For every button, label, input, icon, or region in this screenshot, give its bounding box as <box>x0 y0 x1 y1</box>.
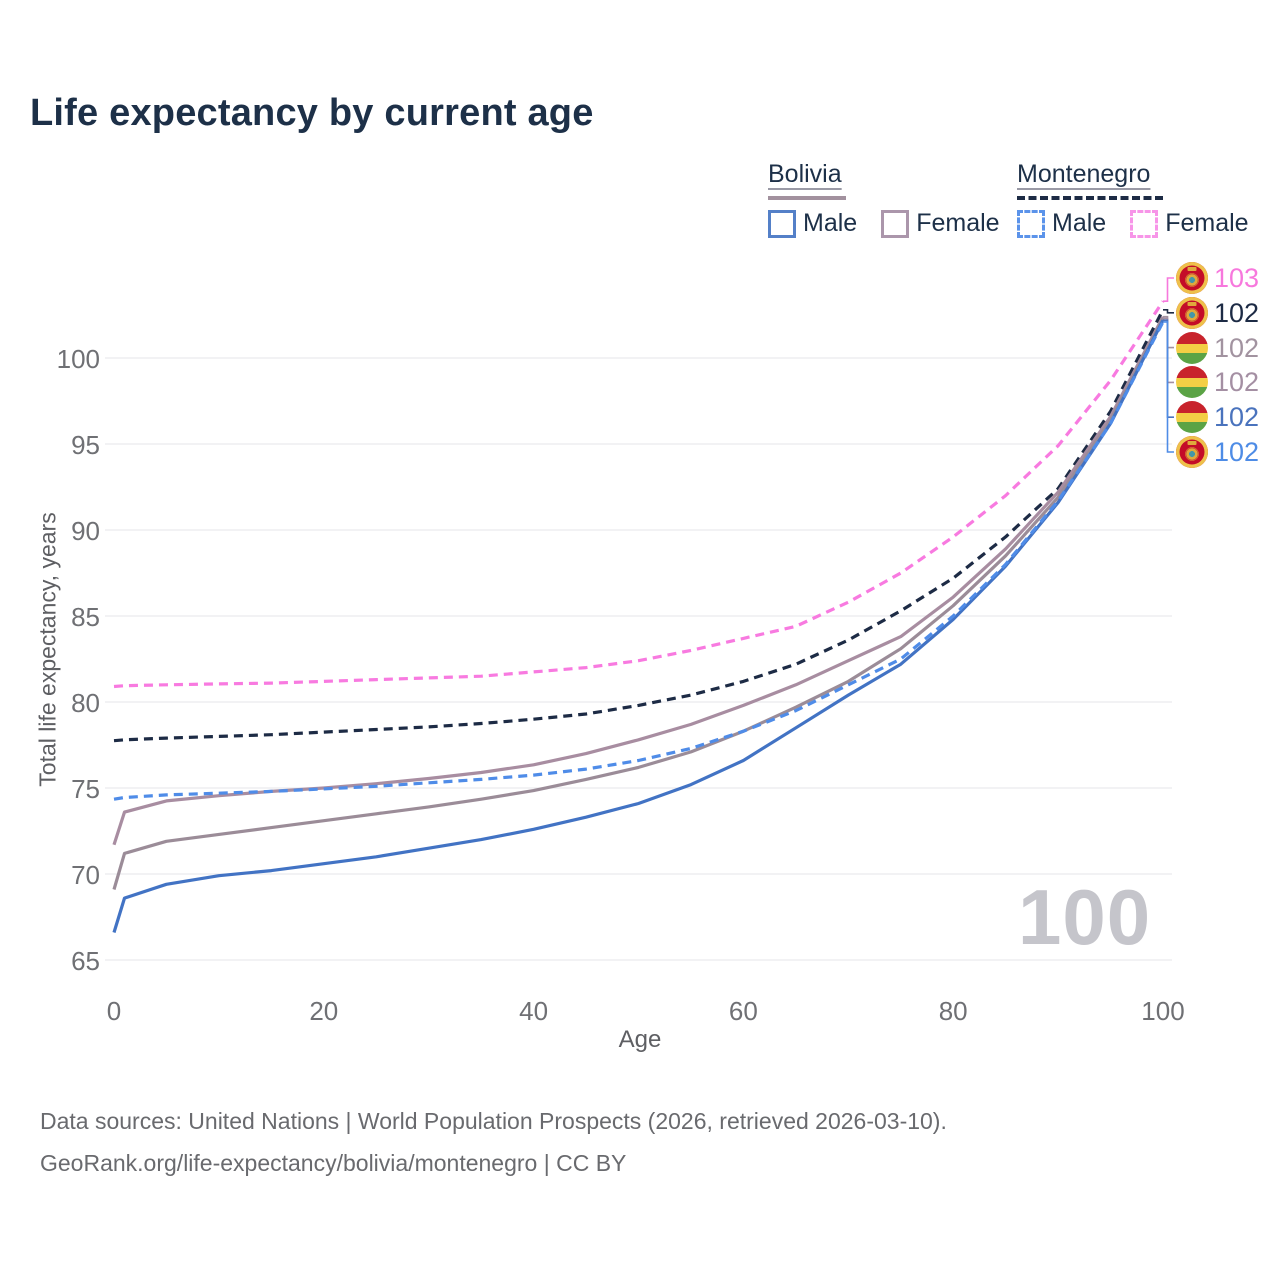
chart-line-bolivia-female[interactable] <box>112 315 1165 846</box>
end-label-connector-1 <box>1163 308 1174 314</box>
x-tick-label-40: 40 <box>519 996 549 1026</box>
end-value-label-1: 102 <box>1214 297 1260 328</box>
montenegro-crown-icon <box>1187 267 1197 271</box>
montenegro-line-style-swatch <box>1017 196 1163 200</box>
end-label-connector-4 <box>1163 319 1174 419</box>
bolivia-flag-icon <box>1176 366 1208 399</box>
chart-line-montenegro-both-sexes[interactable] <box>113 309 1165 743</box>
legend-group-montenegro: Montenegro Male Female <box>1017 160 1249 238</box>
y-tick-label-80: 80 <box>71 688 100 718</box>
montenegro-crown-icon <box>1187 301 1197 306</box>
x-tick-label-100: 100 <box>1141 996 1185 1026</box>
legend-item-bolivia-male[interactable]: Male <box>768 209 857 238</box>
bolivia-female-swatch-icon <box>881 209 910 238</box>
legend-label-bolivia-female: Female <box>916 209 1000 237</box>
x-tick-label-60: 60 <box>728 996 758 1026</box>
legend-country-bolivia[interactable]: Bolivia <box>768 160 842 188</box>
end-label-connector-5 <box>1163 321 1174 453</box>
bolivia-flag-icon <box>1176 401 1208 434</box>
y-axis-title: Total life expectancy, years <box>34 512 61 787</box>
chart-line-montenegro-female[interactable] <box>113 300 1165 689</box>
montenegro-eagle-emblem-icon <box>1184 445 1200 462</box>
y-tick-label-85: 85 <box>71 602 100 632</box>
legend-group-bolivia: Bolivia Male Female <box>768 160 1000 238</box>
bolivia-line-style-swatch <box>768 196 846 200</box>
end-value-label-0: 103 <box>1214 263 1260 293</box>
bolivia-male-swatch-icon <box>768 209 796 238</box>
end-label-connector-0 <box>1163 277 1174 303</box>
end-value-label-5: 102 <box>1214 437 1260 467</box>
hover-age-watermark: 100 <box>1018 873 1152 961</box>
montenegro-flag-icon <box>1176 436 1208 468</box>
footer-attribution: GeoRank.org/life-expectancy/bolivia/mont… <box>40 1150 627 1176</box>
legend-item-montenegro-male[interactable]: Male <box>1017 209 1106 238</box>
montenegro-eagle-emblem-icon <box>1184 306 1200 323</box>
chart-line-bolivia-male[interactable] <box>112 319 1165 933</box>
x-tick-label-20: 20 <box>309 996 339 1026</box>
legend-country-montenegro[interactable]: Montenegro <box>1017 160 1151 188</box>
chart-line-montenegro-male[interactable] <box>113 321 1165 801</box>
end-value-label-4: 102 <box>1214 402 1260 433</box>
page-title: Life expectancy by current age <box>30 92 594 134</box>
footer-data-sources: Data sources: United Nations | World Pop… <box>40 1108 947 1134</box>
x-axis-title: Age <box>618 1026 662 1053</box>
legend-label-montenegro-male: Male <box>1052 209 1107 237</box>
y-tick-label-95: 95 <box>71 430 100 460</box>
y-tick-label-70: 70 <box>71 860 100 890</box>
legend-label-bolivia-male: Male <box>803 209 858 237</box>
y-tick-label-75: 75 <box>71 774 100 804</box>
montenegro-flag-icon <box>1176 262 1208 294</box>
end-value-label-2: 102 <box>1214 332 1260 363</box>
x-tick-label-0: 0 <box>106 996 122 1026</box>
legend-item-bolivia-female[interactable]: Female <box>881 209 1000 238</box>
legend-item-montenegro-female[interactable]: Female <box>1130 209 1249 238</box>
y-tick-label-100: 100 <box>56 344 100 374</box>
montenegro-eagle-emblem-icon <box>1184 271 1200 288</box>
montenegro-flag-icon <box>1176 296 1208 329</box>
legend-label-montenegro-female: Female <box>1165 209 1249 237</box>
chart-line-bolivia-both-sexes[interactable] <box>112 317 1165 890</box>
y-tick-label-65: 65 <box>71 946 100 976</box>
bolivia-flag-icon <box>1176 331 1208 364</box>
end-value-label-3: 102 <box>1214 367 1260 398</box>
montenegro-female-swatch-icon <box>1130 209 1159 238</box>
montenegro-male-swatch-icon <box>1017 209 1045 238</box>
montenegro-crown-icon <box>1187 441 1197 445</box>
y-tick-label-90: 90 <box>71 516 100 546</box>
end-label-connector-3 <box>1163 317 1174 384</box>
x-tick-label-80: 80 <box>938 996 968 1026</box>
